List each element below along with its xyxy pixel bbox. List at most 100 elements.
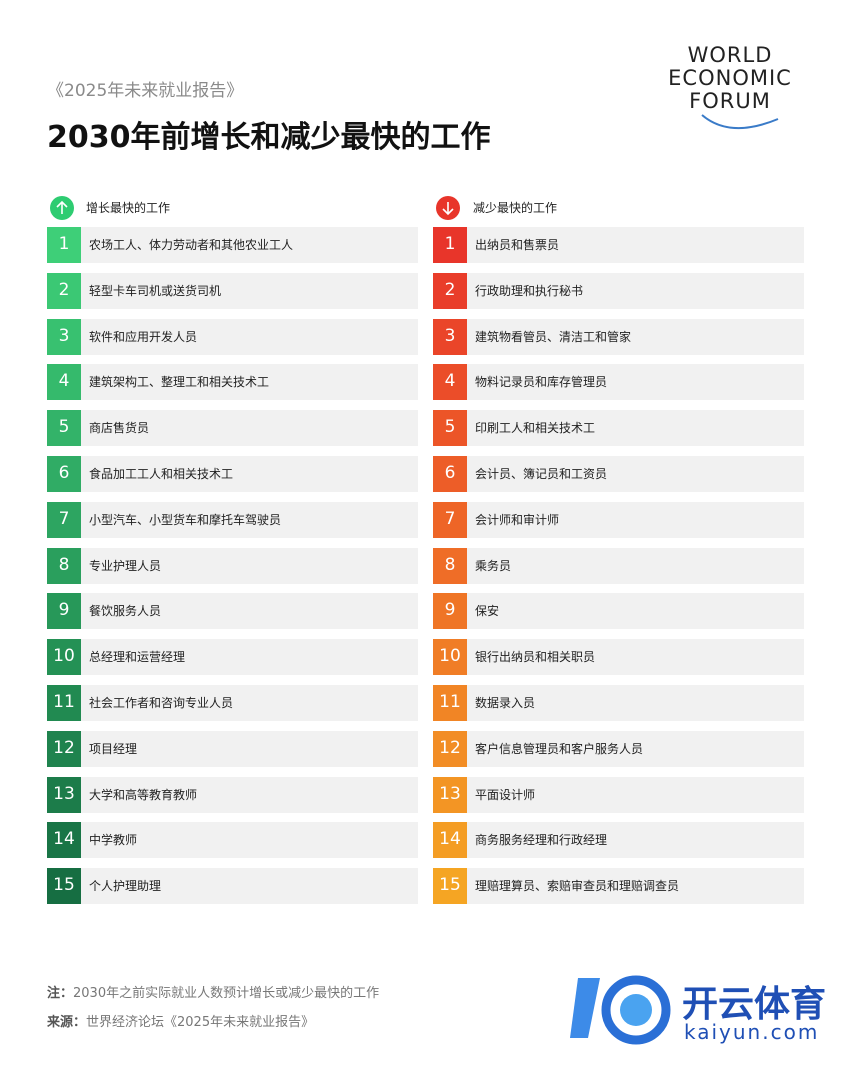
job-row: 2 行政助理和执行秘书 bbox=[433, 272, 804, 309]
job-title: 客户信息管理员和客户服务人员 bbox=[475, 741, 644, 756]
rank: 10 bbox=[433, 639, 467, 676]
job-row: 9 餐饮服务人员 bbox=[47, 593, 418, 630]
job-row: 3 建筑物看管员、清洁工和管家 bbox=[433, 318, 804, 355]
job-title: 理赔理算员、索赔审查员和理赔调查员 bbox=[475, 879, 680, 894]
rank: 11 bbox=[47, 685, 81, 721]
job-row: 13 大学和高等教育教师 bbox=[47, 776, 418, 813]
watermark-logo bbox=[570, 975, 671, 1045]
rank: 8 bbox=[47, 547, 81, 584]
job-row: 1 出纳员和售票员 bbox=[433, 227, 804, 263]
job-title: 数据录入员 bbox=[475, 696, 536, 710]
rank: 6 bbox=[433, 456, 467, 492]
job-title: 专业护理人员 bbox=[89, 558, 162, 573]
job-row: 4 物料记录员和库存管理员 bbox=[433, 364, 804, 401]
job-title: 大学和高等教育教师 bbox=[89, 787, 198, 802]
column-heading: 增长最快的工作 bbox=[86, 201, 171, 215]
job-title: 物料记录员和库存管理员 bbox=[475, 375, 608, 390]
logo-line: FORUM bbox=[689, 89, 771, 113]
rank: 1 bbox=[47, 227, 81, 263]
rank: 5 bbox=[47, 410, 81, 447]
job-row: 11 社会工作者和咨询专业人员 bbox=[47, 685, 418, 721]
job-title: 项目经理 bbox=[89, 741, 138, 756]
rank: 4 bbox=[433, 364, 467, 401]
rank: 7 bbox=[47, 501, 81, 538]
job-row: 4 建筑架构工、整理工和相关技术工 bbox=[47, 364, 418, 401]
job-row: 6 会计员、簿记员和工资员 bbox=[433, 456, 804, 492]
job-row: 5 商店售货员 bbox=[47, 410, 418, 447]
rank: 8 bbox=[433, 547, 467, 584]
column-heading: 减少最快的工作 bbox=[473, 201, 558, 215]
source: 来源：世界经济论坛《2025年未来就业报告》 bbox=[47, 1011, 314, 1030]
watermark-brand: 开云体育 bbox=[682, 984, 827, 1025]
job-row: 7 会计师和审计师 bbox=[433, 501, 804, 538]
job-row: 8 专业护理人员 bbox=[47, 547, 418, 584]
job-row: 13 平面设计师 bbox=[433, 776, 804, 813]
job-row: 8 乘务员 bbox=[433, 547, 804, 584]
rank: 14 bbox=[433, 822, 467, 859]
rank: 4 bbox=[47, 364, 81, 401]
job-title: 商店售货员 bbox=[89, 421, 150, 436]
source-text: 世界经济论坛《2025年未来就业报告》 bbox=[86, 1015, 315, 1030]
job-row: 5 印刷工人和相关技术工 bbox=[433, 410, 804, 447]
rank: 1 bbox=[433, 227, 467, 263]
rank: 14 bbox=[47, 822, 81, 859]
rank: 15 bbox=[47, 868, 81, 905]
rank: 12 bbox=[47, 730, 81, 767]
job-title: 社会工作者和咨询专业人员 bbox=[89, 696, 234, 710]
rank: 3 bbox=[433, 318, 467, 355]
job-title: 农场工人、体力劳动者和其他农业工人 bbox=[89, 238, 294, 252]
rank: 3 bbox=[47, 318, 81, 355]
job-title: 个人护理助理 bbox=[89, 879, 162, 894]
job-title: 乘务员 bbox=[475, 558, 512, 573]
job-title: 出纳员和售票员 bbox=[475, 238, 560, 252]
job-row: 2 轻型卡车司机或送货司机 bbox=[47, 272, 418, 309]
job-title: 行政助理和执行秘书 bbox=[475, 283, 584, 298]
rank: 13 bbox=[47, 776, 81, 813]
note-text: 2030年之前实际就业人数预计增长或减少最快的工作 bbox=[73, 986, 380, 1001]
rank: 12 bbox=[433, 730, 467, 767]
down-icon bbox=[436, 196, 460, 220]
rank: 13 bbox=[433, 776, 467, 813]
logo-line: WORLD bbox=[687, 43, 773, 67]
job-row: 12 项目经理 bbox=[47, 730, 418, 767]
job-title: 保安 bbox=[475, 604, 500, 619]
job-title: 会计师和审计师 bbox=[475, 512, 560, 527]
job-title: 建筑物看管员、清洁工和管家 bbox=[475, 329, 632, 344]
job-row: 15 个人护理助理 bbox=[47, 868, 418, 905]
rank: 7 bbox=[433, 501, 467, 538]
job-title: 平面设计师 bbox=[475, 787, 536, 802]
note: 注：2030年之前实际就业人数预计增长或减少最快的工作 bbox=[47, 982, 379, 1001]
source-label: 来源： bbox=[47, 1015, 87, 1030]
rank: 6 bbox=[47, 456, 81, 492]
job-title: 会计员、簿记员和工资员 bbox=[475, 467, 608, 481]
rank: 9 bbox=[433, 593, 467, 630]
subtitle: 《2025年未来就业报告》 bbox=[47, 81, 244, 101]
job-row: 15 理赔理算员、索赔审查员和理赔调查员 bbox=[433, 868, 804, 905]
job-row: 11 数据录入员 bbox=[433, 685, 804, 721]
job-title: 建筑架构工、整理工和相关技术工 bbox=[89, 375, 270, 390]
job-title: 食品加工工人和相关技术工 bbox=[89, 467, 234, 481]
job-title: 软件和应用开发人员 bbox=[89, 329, 198, 344]
job-title: 餐饮服务人员 bbox=[89, 604, 162, 619]
rank: 2 bbox=[47, 272, 81, 309]
job-title: 银行出纳员和相关职员 bbox=[475, 650, 596, 665]
title: 2030年前增长和减少最快的工作 bbox=[47, 120, 491, 155]
rank: 10 bbox=[47, 639, 81, 676]
job-row: 6 食品加工工人和相关技术工 bbox=[47, 456, 418, 492]
job-row: 9 保安 bbox=[433, 593, 804, 630]
job-title: 总经理和运营经理 bbox=[89, 650, 186, 665]
rank: 15 bbox=[433, 868, 467, 905]
rank: 11 bbox=[433, 685, 467, 721]
job-row: 14 中学教师 bbox=[47, 822, 418, 859]
logo-arc bbox=[701, 114, 779, 129]
watermark-url: kaiyun.com bbox=[684, 1020, 820, 1044]
up-icon bbox=[50, 196, 74, 220]
rank: 2 bbox=[433, 272, 467, 309]
job-row: 12 客户信息管理员和客户服务人员 bbox=[433, 730, 804, 767]
job-title: 小型汽车、小型货车和摩托车驾驶员 bbox=[89, 512, 282, 527]
job-row: 14 商务服务经理和行政经理 bbox=[433, 822, 804, 859]
job-row: 3 软件和应用开发人员 bbox=[47, 318, 418, 355]
job-row: 7 小型汽车、小型货车和摩托车驾驶员 bbox=[47, 501, 418, 538]
rank: 9 bbox=[47, 593, 81, 630]
